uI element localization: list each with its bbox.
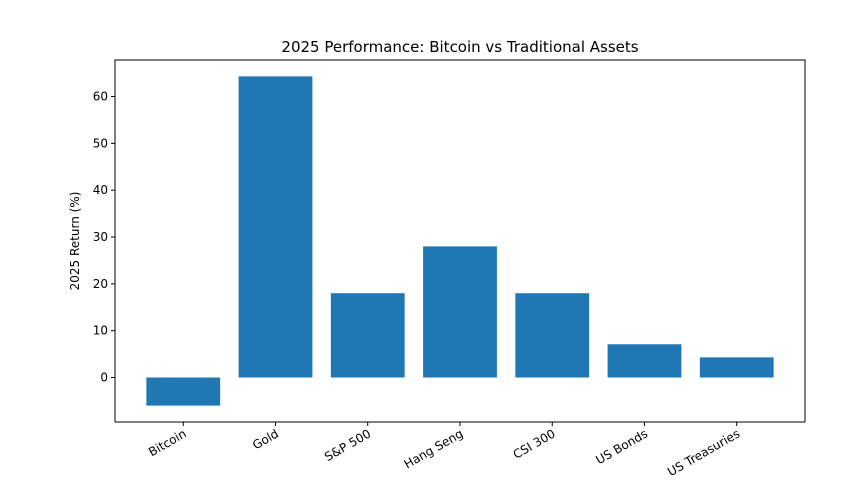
chart-title: 2025 Performance: Bitcoin vs Traditional… [281, 38, 638, 56]
bar-bitcoin [146, 377, 221, 406]
y-tick-label: 30 [93, 230, 108, 244]
y-tick-label: 20 [93, 277, 108, 291]
x-tick-label: S&P 500 [322, 426, 373, 464]
bar-hang-seng [423, 246, 497, 378]
bar-csi-300 [515, 293, 590, 378]
x-tick-label: US Treasuries [665, 426, 742, 479]
x-tick-label: Hang Seng [402, 426, 466, 471]
y-tick-label: 60 [93, 90, 108, 104]
x-tick-label: Gold [250, 426, 281, 452]
bar-gold [238, 76, 313, 378]
bar-s-p-500 [330, 293, 405, 378]
x-tick-label: CSI 300 [511, 426, 558, 461]
y-tick-label: 40 [93, 183, 108, 197]
y-tick-label: 10 [93, 324, 108, 338]
x-tick-label: Bitcoin [146, 426, 189, 459]
y-tick-label: 0 [100, 371, 108, 385]
bar-us-bonds [607, 344, 682, 378]
axes-frame [114, 59, 806, 423]
y-tick-label: 50 [93, 136, 108, 150]
bar-us-treasuries [699, 357, 774, 378]
x-tick-label: US Bonds [593, 426, 650, 467]
y-axis-label: 2025 Return (%) [68, 192, 82, 291]
